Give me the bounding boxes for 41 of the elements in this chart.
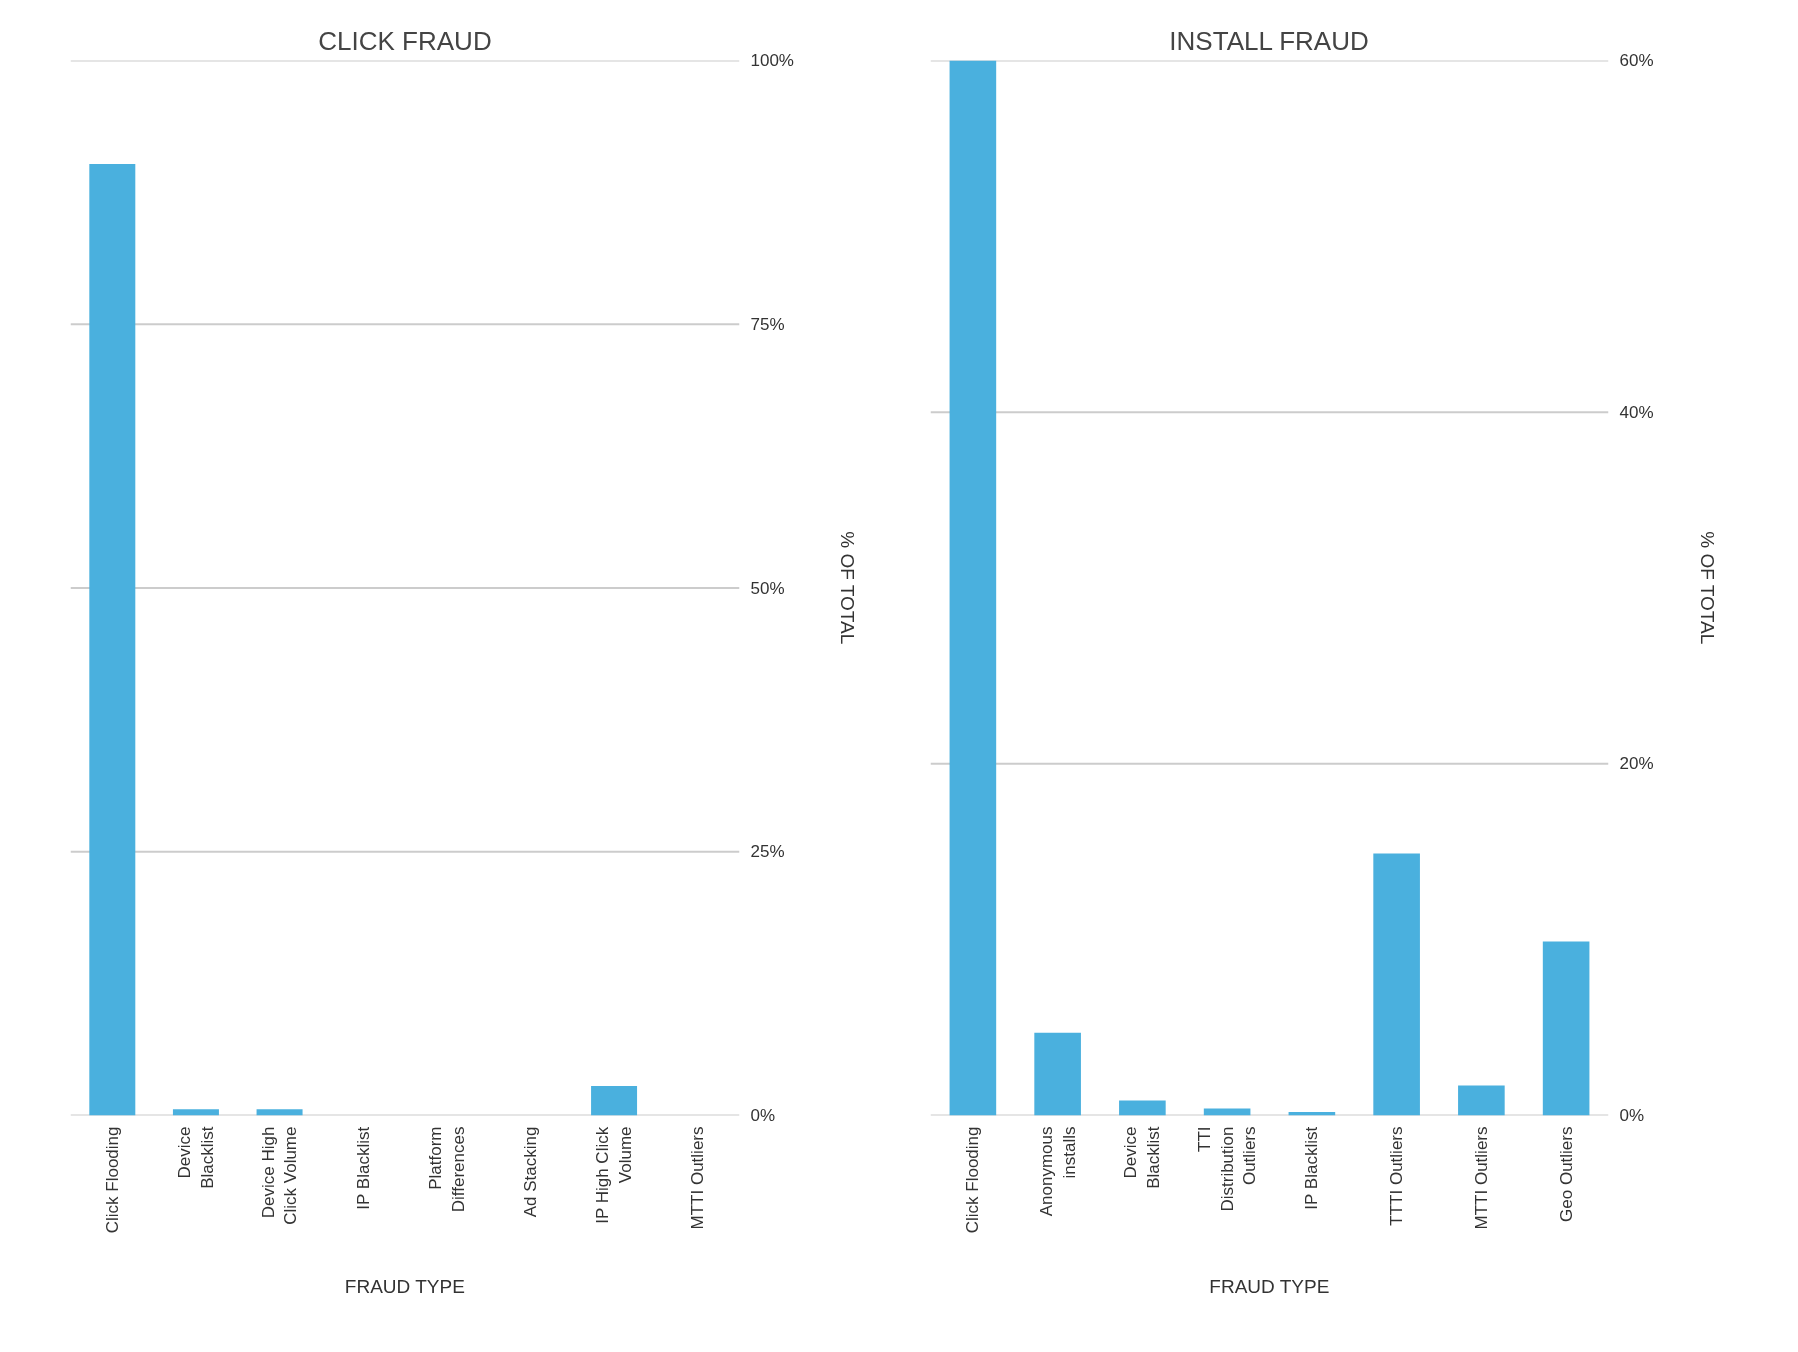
chart-title: CLICK FRAUD <box>318 25 492 56</box>
y-tick-label: 50% <box>750 578 785 598</box>
x-tick-label: Device Blacklist <box>175 1126 217 1189</box>
x-tick-label: Anonymous installs <box>1036 1126 1079 1217</box>
x-axis-title: FRAUD TYPE <box>344 1276 465 1298</box>
x-tick-label: Ad Stacking <box>520 1126 540 1218</box>
x-tick-label: IP High Click Volume <box>593 1126 635 1224</box>
bar <box>1542 941 1590 1116</box>
bar <box>172 1109 219 1116</box>
y-tick-label: 60% <box>1619 51 1654 70</box>
y-axis-title: % OF TOTAL <box>836 531 858 645</box>
x-tick-label: Click Flooding <box>963 1126 983 1234</box>
y-tick-label: 75% <box>750 314 785 334</box>
x-tick-label: MTTI Outliers <box>1471 1126 1491 1230</box>
bar <box>1203 1108 1251 1116</box>
x-tick-label: Device High Click Volume <box>258 1126 301 1225</box>
bar <box>1119 1100 1166 1116</box>
bar <box>1458 1085 1505 1116</box>
x-tick-label: Click Flooding <box>102 1126 122 1234</box>
y-tick-label: 25% <box>750 842 785 862</box>
bar <box>1034 1032 1081 1116</box>
x-tick-label: IP Blacklist <box>353 1126 373 1210</box>
y-tick-label: 40% <box>1619 402 1654 422</box>
x-axis-title: FRAUD TYPE <box>1209 1276 1330 1298</box>
y-tick-label: 20% <box>1619 754 1654 774</box>
y-tick-label: 100% <box>750 51 794 70</box>
x-tick-label: Geo Outliers <box>1556 1126 1576 1222</box>
y-tick-label: 0% <box>750 1106 776 1125</box>
y-tick-label: 0% <box>1619 1106 1645 1125</box>
x-tick-label: MTTI Outliers <box>688 1126 708 1230</box>
x-tick-label: TTTI Outliers <box>1387 1126 1407 1226</box>
x-tick-label: IP Blacklist <box>1302 1126 1322 1210</box>
bar <box>591 1085 638 1116</box>
bar <box>949 60 997 1116</box>
y-axis-title: % OF TOTAL <box>1696 531 1718 645</box>
x-tick-label: TTI Distribution Outliers <box>1194 1126 1260 1212</box>
bar <box>1373 853 1420 1116</box>
bar <box>89 163 136 1116</box>
bar <box>256 1109 303 1116</box>
x-tick-label: Platform Differences <box>425 1126 468 1213</box>
chart-title: INSTALL FRAUD <box>1169 25 1369 56</box>
